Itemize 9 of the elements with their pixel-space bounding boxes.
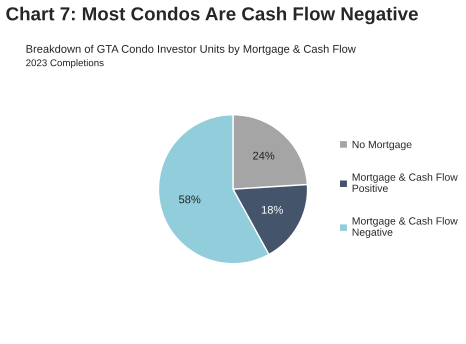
legend-label: No Mortgage bbox=[352, 140, 412, 150]
data-label: 58% bbox=[178, 195, 200, 204]
data-label: 24% bbox=[253, 152, 274, 160]
data-label: 18% bbox=[262, 206, 283, 214]
chart-subtitle: Breakdown of GTA Condo Investor Units by Mortgage & Cash Flow bbox=[26, 44, 356, 56]
legend-label: Mortgage & Cash Flow Negative bbox=[352, 217, 458, 238]
chart-title: Chart 7: Most Condos Are Cash Flow Negative bbox=[6, 6, 418, 24]
legend-label: Mortgage & Cash Flow Positive bbox=[352, 173, 458, 192]
text: 2023 Completions bbox=[26, 59, 104, 68]
